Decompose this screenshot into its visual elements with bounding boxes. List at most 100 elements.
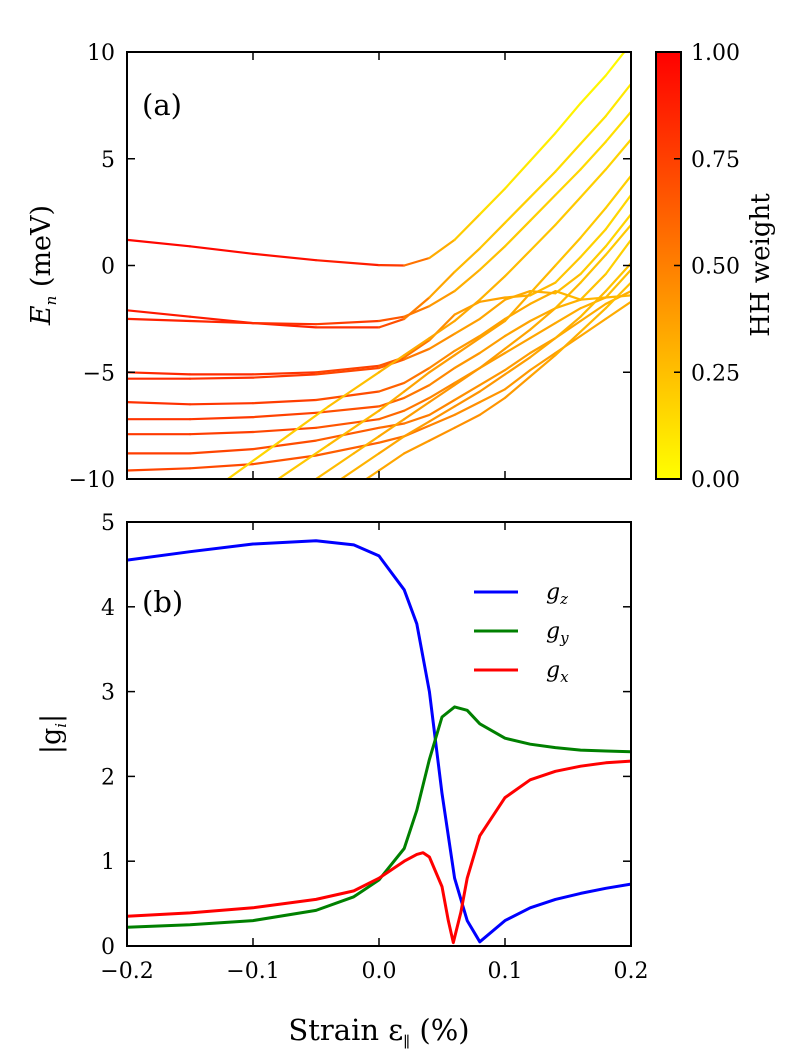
panel-a-ylabel: En (meV) bbox=[26, 205, 60, 326]
segment bbox=[453, 384, 481, 402]
series-level-1 bbox=[127, 52, 626, 267]
segment bbox=[428, 238, 456, 260]
segment bbox=[428, 426, 456, 442]
segment bbox=[377, 390, 406, 412]
segment bbox=[428, 366, 456, 387]
segment bbox=[604, 268, 631, 299]
segment bbox=[127, 371, 192, 376]
panel-b: −0.2 −0.1 0.0 0.1 0.2 0 1 2 3 4 5 (b) |gi| Strain … bbox=[36, 511, 649, 1051]
segment bbox=[529, 307, 557, 331]
segment bbox=[478, 396, 507, 416]
colorbar-tick-label: 0.50 bbox=[691, 255, 740, 280]
segment bbox=[314, 405, 381, 414]
segment bbox=[478, 369, 507, 387]
segment bbox=[314, 319, 381, 326]
segment bbox=[327, 409, 381, 446]
series-level-11 bbox=[226, 138, 631, 479]
segment bbox=[365, 469, 381, 479]
segment bbox=[453, 334, 481, 352]
series-gx bbox=[127, 759, 631, 945]
segment bbox=[579, 168, 607, 199]
segment bbox=[453, 247, 481, 273]
segment bbox=[251, 371, 318, 376]
panel-a: −10 −5 0 5 10 (a) En (meV) bbox=[26, 41, 632, 493]
panel-b-label: (b) bbox=[142, 585, 183, 619]
segment bbox=[529, 281, 557, 297]
segment bbox=[604, 223, 631, 256]
colorbar: 0.00 0.25 0.50 0.75 1.00 HH weight bbox=[655, 41, 776, 493]
segment bbox=[579, 296, 607, 301]
x-tick-label: 0.2 bbox=[614, 959, 649, 984]
panel-a-lines bbox=[127, 52, 631, 479]
series-gy bbox=[127, 705, 631, 929]
segment bbox=[478, 298, 507, 320]
segment bbox=[478, 319, 507, 340]
segment bbox=[604, 110, 631, 143]
x-tick-label: −0.1 bbox=[226, 959, 279, 984]
y-tick-label: −10 bbox=[69, 468, 115, 493]
segment bbox=[403, 305, 431, 318]
segment bbox=[579, 74, 607, 105]
segment bbox=[188, 430, 255, 436]
x-tick-label: 0.0 bbox=[362, 959, 397, 984]
panel-a-ticks: −10 −5 0 5 10 bbox=[69, 41, 632, 493]
panel-b-lines bbox=[127, 539, 631, 945]
segment bbox=[529, 223, 557, 252]
segment bbox=[127, 467, 192, 472]
segment bbox=[251, 398, 318, 405]
segment bbox=[251, 426, 318, 434]
segment bbox=[554, 255, 582, 284]
legend: gz gy gx bbox=[474, 580, 569, 686]
segment bbox=[428, 332, 456, 350]
segment bbox=[428, 381, 456, 399]
series-level-5 bbox=[127, 213, 631, 380]
segment bbox=[428, 349, 456, 370]
colorbar-tick-label: 0.25 bbox=[691, 361, 740, 386]
segment bbox=[314, 364, 381, 374]
segment bbox=[529, 264, 557, 295]
segment bbox=[604, 238, 631, 276]
y-tick-label: 0 bbox=[101, 255, 115, 280]
x-tick-label: 0.1 bbox=[488, 959, 523, 984]
y-tick-label: 0 bbox=[101, 935, 115, 960]
segment bbox=[314, 390, 381, 402]
segment bbox=[251, 373, 318, 379]
segment bbox=[604, 290, 631, 305]
segment bbox=[478, 388, 507, 404]
segment bbox=[503, 290, 532, 301]
segment bbox=[428, 413, 456, 427]
segment bbox=[503, 369, 532, 391]
segment bbox=[314, 418, 381, 429]
segment bbox=[453, 268, 481, 293]
panel-b-xlabel: Strain ε∥ (%) bbox=[288, 1013, 469, 1051]
segment bbox=[251, 252, 318, 262]
segment bbox=[403, 256, 431, 267]
segment bbox=[403, 339, 431, 359]
segment bbox=[127, 309, 192, 318]
segment bbox=[554, 168, 582, 197]
segment bbox=[604, 174, 631, 209]
segment bbox=[327, 371, 381, 408]
segment bbox=[478, 296, 507, 303]
panel-a-label: (a) bbox=[142, 88, 182, 122]
legend-label-gx: gx bbox=[546, 658, 569, 686]
segment bbox=[579, 272, 607, 301]
segment bbox=[377, 354, 406, 374]
segment bbox=[428, 290, 456, 308]
y-tick-label: 10 bbox=[87, 41, 115, 66]
segment bbox=[503, 319, 532, 338]
segment bbox=[377, 422, 406, 429]
segment bbox=[478, 373, 507, 393]
segment bbox=[554, 272, 582, 295]
segment bbox=[579, 140, 607, 171]
segment bbox=[188, 416, 255, 421]
segment bbox=[604, 138, 631, 171]
segment bbox=[478, 334, 507, 355]
segment bbox=[503, 249, 532, 278]
segment bbox=[188, 319, 255, 325]
segment bbox=[403, 413, 431, 425]
segment bbox=[251, 439, 318, 451]
series-level-15 bbox=[365, 281, 631, 479]
legend-label-gy: gy bbox=[546, 619, 569, 647]
segment bbox=[314, 426, 381, 442]
